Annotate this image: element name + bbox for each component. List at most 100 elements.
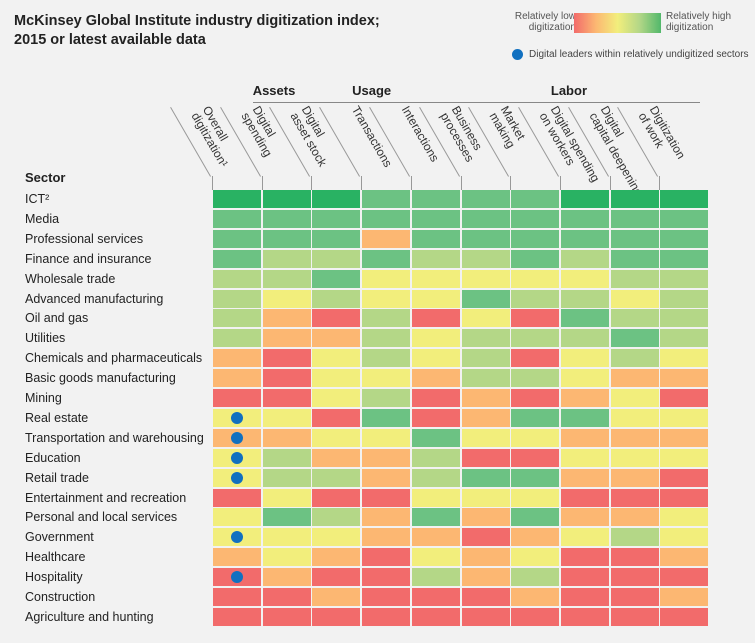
heatmap-cell [362, 309, 411, 328]
heatmap-cell [411, 548, 460, 567]
heatmap-cell [560, 568, 609, 587]
heatmap-cell [411, 528, 460, 547]
heatmap-cell [312, 329, 361, 348]
leader-dot [231, 411, 243, 424]
heatmap-cell [511, 508, 560, 527]
heatmap-cell [660, 269, 709, 288]
heatmap-cell [660, 588, 709, 606]
heatmap-cell [411, 309, 460, 328]
heatmap-cell [610, 588, 659, 606]
heatmap-cell [660, 289, 709, 308]
heatmap-cell [411, 468, 460, 487]
heatmap-cell [461, 249, 510, 268]
legend-low-label: Relatively low digitization [514, 11, 576, 33]
heatmap-cell [362, 468, 411, 487]
heatmap-cell [312, 528, 361, 547]
heatmap-cell [610, 349, 659, 368]
column-divider [460, 176, 462, 190]
heatmap-cell [262, 408, 311, 427]
heatmap-cell [362, 229, 411, 248]
leader-dot [231, 471, 243, 484]
heatmap-cell [560, 588, 609, 606]
heatmap-cell [213, 289, 261, 308]
heatmap-cell [362, 389, 411, 407]
row-label: Basic goods manufacturing [25, 371, 176, 386]
heatmap-cell [560, 369, 609, 388]
heatmap-cell [511, 369, 560, 388]
heatmap-cell [511, 329, 560, 348]
heatmap-cell [213, 229, 261, 248]
leader-dot-icon [512, 49, 523, 60]
heatmap-cell [660, 568, 709, 587]
heatmap-cell [660, 389, 709, 407]
heatmap-cell [362, 488, 411, 507]
heatmap-cell [262, 428, 311, 447]
heatmap-cell [312, 408, 361, 427]
heatmap-cell [362, 428, 411, 447]
heatmap-cell [461, 229, 510, 248]
heatmap-cell [660, 468, 709, 487]
heatmap-cell [411, 448, 460, 467]
heatmap-cell [262, 369, 311, 388]
heatmap-cell [411, 190, 460, 208]
heatmap-cell [461, 528, 510, 547]
heatmap-cell [511, 269, 560, 288]
heatmap-cell [511, 607, 560, 626]
heatmap-cell [312, 309, 361, 328]
heatmap-cell [461, 568, 510, 587]
heatmap-cell [560, 229, 609, 248]
heatmap-cell [660, 249, 709, 268]
heatmap-cell [560, 289, 609, 308]
heatmap-cell [511, 428, 560, 447]
heatmap-cell [461, 588, 510, 606]
row-label: Education [25, 450, 81, 465]
heatmap-cell [262, 309, 311, 328]
heatmap-cell [213, 369, 261, 388]
heatmap-cell [511, 289, 560, 308]
heatmap-cell [610, 289, 659, 308]
heatmap-cell [312, 249, 361, 268]
heatmap-cell [461, 389, 510, 407]
chart-title: McKinsey Global Institute industry digit… [14, 13, 380, 48]
heatmap-cell [411, 488, 460, 507]
heatmap-cell [511, 389, 560, 407]
row-header: Sector [25, 170, 66, 185]
heatmap-cell [362, 190, 411, 208]
row-label: Mining [25, 391, 62, 405]
heatmap-cell [660, 349, 709, 368]
heatmap-cell [362, 528, 411, 547]
heatmap-cell [660, 428, 709, 447]
row-label: Construction [25, 590, 96, 604]
heatmap-cell [461, 329, 510, 348]
heatmap-cell [610, 508, 659, 527]
row-label: Agriculture and hunting [25, 609, 154, 624]
row-label: Wholesale trade [25, 271, 116, 286]
column-divider [361, 176, 363, 190]
row-label: Real estate [25, 410, 89, 425]
heatmap-cell [362, 249, 411, 268]
legend-gradient [574, 13, 661, 33]
row-label: Finance and insurance [25, 251, 152, 266]
heatmap-cell [411, 349, 460, 368]
row-label: Utilities [25, 331, 66, 346]
heatmap-cell [312, 488, 361, 507]
heatmap-cell [610, 190, 659, 208]
heatmap-cell [213, 329, 261, 348]
heatmap-cell [213, 349, 261, 368]
group-header: Assets [252, 83, 353, 103]
row-label: Hospitality [25, 570, 83, 585]
heatmap-cell [362, 369, 411, 388]
heatmap-cell [461, 508, 510, 527]
heatmap-cell [511, 568, 560, 587]
heatmap-cell [312, 468, 361, 487]
heatmap-cell [362, 349, 411, 368]
heatmap-cell [610, 568, 659, 587]
heatmap-cell [511, 229, 560, 248]
heatmap-cell [461, 190, 510, 208]
heatmap-cell [511, 349, 560, 368]
heatmap-cell [511, 468, 560, 487]
heatmap-cell [560, 448, 609, 467]
row-label: Transportation and warehousing [25, 430, 204, 445]
column-divider [559, 176, 561, 190]
heatmap-cell [560, 607, 609, 626]
